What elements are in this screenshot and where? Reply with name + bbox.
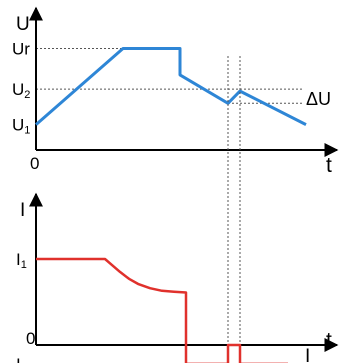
current-axis-label: I [20,200,25,221]
voltage-origin-label: 0 [30,154,39,173]
voltage-axis-label: U [16,14,30,35]
current-series-line [36,257,288,363]
voltage-series-line [35,47,307,126]
current-end-label: I [305,346,310,363]
current-time-label: t [326,329,332,352]
voltage-tick-label: U2 [12,80,30,101]
voltage-chart: U Ur U2 U1 ΔU 0 t [12,6,339,177]
time-marker-lines [227,56,241,363]
voltage-time-label: t [326,154,332,177]
voltage-tick-label: U1 [12,116,30,137]
current-tick-label: I1 [16,250,27,271]
voltage-guide-lines [36,47,302,104]
current-tick-label: I2 [16,355,27,363]
delta-u-label: ΔU [306,89,331,109]
current-origin-label: 0 [26,329,35,348]
voltage-tick-label: Ur [12,39,30,58]
voltage-tick-labels: Ur U2 U1 [12,39,30,136]
current-chart: I I1 I2 0 t I [16,192,339,363]
